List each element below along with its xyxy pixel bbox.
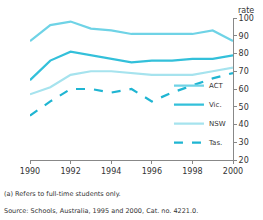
svg-text:40: 40 <box>239 120 249 129</box>
svg-text:Source: Schools, Australia, 19: Source: Schools, Australia, 1995 and 200… <box>4 207 198 215</box>
svg-text:1996: 1996 <box>142 167 162 176</box>
svg-text:(a) Refers to full-time studen: (a) Refers to full-time students only. <box>4 190 121 198</box>
svg-text:Tas.: Tas. <box>208 139 222 147</box>
svg-text:NSW: NSW <box>209 120 226 128</box>
svg-text:1992: 1992 <box>60 167 80 176</box>
svg-text:30: 30 <box>239 138 249 147</box>
svg-text:1998: 1998 <box>182 167 202 176</box>
svg-text:ACT: ACT <box>209 82 224 90</box>
svg-text:2000: 2000 <box>223 167 243 176</box>
svg-text:80: 80 <box>239 49 249 58</box>
svg-text:100: 100 <box>239 14 254 23</box>
svg-text:20: 20 <box>239 156 249 165</box>
svg-text:50: 50 <box>239 103 249 112</box>
svg-text:1994: 1994 <box>101 167 121 176</box>
svg-text:1990: 1990 <box>20 167 40 176</box>
svg-text:60: 60 <box>239 85 249 94</box>
svg-text:70: 70 <box>239 67 249 76</box>
svg-text:Vic.: Vic. <box>209 101 222 109</box>
svg-text:90: 90 <box>239 32 249 41</box>
svg-text:rate: rate <box>238 6 254 15</box>
